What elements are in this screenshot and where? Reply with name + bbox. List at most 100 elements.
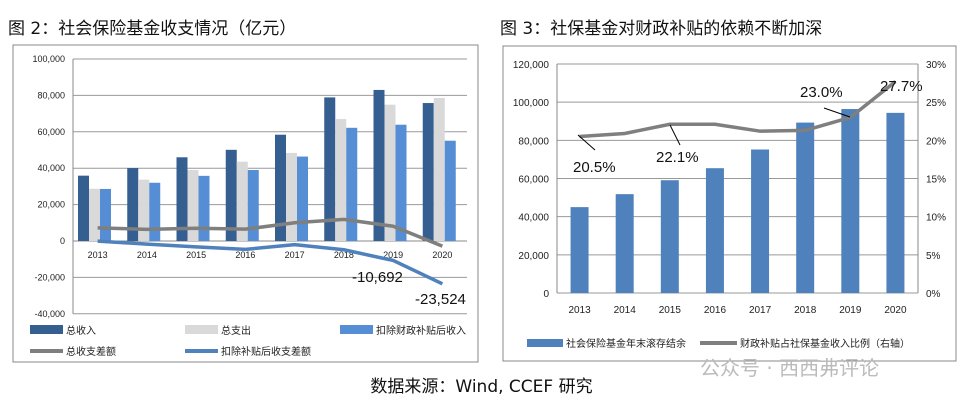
bar-fund-balance [796, 122, 815, 293]
legend-label: 总收支差额 [66, 345, 116, 358]
line-balance-ex-subsidy [97, 239, 444, 286]
bar-income-ex-subsidy [198, 175, 210, 241]
legend-label: 社会保险基金年末滚存结余 [566, 337, 686, 350]
bar-fund-balance [660, 180, 679, 293]
bar-total-income [127, 168, 139, 241]
legend-swatch [527, 339, 563, 347]
chart1-title: 图 2：社会保险基金收支情况（亿元） [8, 19, 297, 39]
bar-income-ex-subsidy [297, 156, 308, 241]
x-tick-label: 2018 [794, 305, 817, 316]
bar-total-expense [138, 179, 150, 241]
y2-tick-label: 30% [926, 60, 946, 71]
bar-total-income [176, 157, 188, 241]
x-tick-label: 2015 [659, 305, 682, 316]
legend-swatch [185, 325, 218, 334]
y-tick-label: 20,000 [37, 200, 65, 210]
bar-fund-balance [570, 207, 589, 293]
x-tick-label: 2020 [884, 305, 907, 316]
x-tick-label: 2014 [137, 250, 157, 260]
bar-total-income [78, 175, 89, 241]
y2-tick-label: 10% [926, 213, 946, 224]
x-tick-label: 2019 [383, 250, 403, 260]
chart2-frame [502, 45, 957, 362]
y-tick-label: 120,000 [513, 60, 550, 71]
legend-swatch [30, 325, 63, 334]
bar-fund-balance [615, 194, 634, 293]
x-tick-label: 2018 [334, 250, 354, 260]
y-tick-label: -40,000 [34, 309, 65, 319]
bar-total-income [422, 103, 434, 241]
y-tick-label: -20,000 [34, 272, 65, 282]
x-tick-label: 2017 [749, 305, 772, 316]
chart1-frame [12, 44, 479, 363]
legend-swatch [340, 325, 373, 334]
x-tick-label: 2016 [235, 250, 255, 260]
bar-income-ex-subsidy [346, 127, 358, 241]
y-tick-label: 80,000 [518, 136, 549, 147]
y-tick-label: 100,000 [513, 98, 550, 109]
bar-income-ex-subsidy [395, 124, 407, 241]
bar-income-ex-subsidy [149, 182, 161, 241]
bar-total-expense [286, 152, 297, 241]
line-subsidy-ratio [579, 80, 897, 139]
bar-total-expense [335, 119, 347, 241]
y2-tick-label: 20% [926, 136, 946, 147]
y-tick-label: 20,000 [518, 251, 549, 262]
bar-total-expense [433, 97, 445, 241]
data-label: 27.7% [880, 78, 923, 95]
line-balance [97, 217, 444, 248]
data-label: 23.0% [800, 84, 843, 101]
bar-income-ex-subsidy [100, 188, 111, 241]
y-tick-label: 40,000 [518, 213, 549, 224]
bar-total-income [275, 134, 286, 241]
y-tick-label: 100,000 [32, 54, 65, 64]
bar-fund-balance [886, 112, 905, 293]
leader-line [823, 107, 851, 118]
data-label: -23,524 [415, 291, 466, 308]
x-tick-label: 2013 [568, 305, 591, 316]
legend-label: 财政补贴占社保基金收入比例（右轴） [740, 337, 910, 350]
y2-tick-label: 25% [926, 98, 946, 109]
source-note: 数据来源：Wind, CCEF 研究 [370, 377, 593, 397]
bar-income-ex-subsidy [444, 140, 456, 241]
y2-tick-label: 15% [926, 175, 946, 186]
bar-total-expense [384, 104, 396, 241]
x-tick-label: 2014 [614, 305, 637, 316]
legend-label: 扣除补贴后收支差额 [221, 345, 311, 358]
y-tick-label: 60,000 [37, 127, 65, 137]
bar-income-ex-subsidy [247, 170, 259, 241]
y-tick-label: 80,000 [37, 90, 65, 100]
legend-label: 总收入 [66, 324, 96, 337]
data-label: -10,692 [352, 269, 403, 286]
bar-fund-balance [751, 149, 770, 293]
y2-tick-label: 5% [926, 251, 941, 262]
leader-line [577, 134, 596, 151]
y-tick-label: 60,000 [518, 175, 549, 186]
legend-label: 扣除财政补贴后收入 [376, 324, 466, 337]
bar-total-expense [187, 170, 199, 241]
y-tick-label: 0 [60, 236, 65, 246]
bar-total-expense [89, 188, 100, 241]
y2-tick-label: 0% [926, 289, 941, 300]
x-tick-label: 2015 [186, 250, 206, 260]
x-tick-label: 2016 [704, 305, 727, 316]
legend-label: 总支出 [221, 324, 251, 337]
leader-line [669, 124, 681, 146]
x-tick-label: 2013 [88, 250, 108, 260]
bar-fund-balance [705, 168, 724, 293]
chart2-title: 图 3：社保基金对财政补贴的依赖不断加深 [500, 19, 823, 39]
data-label: 22.1% [656, 149, 699, 166]
x-tick-label: 2019 [839, 305, 862, 316]
y-tick-label: 0 [543, 289, 549, 300]
watermark: 公众号 · 西西弗评论 [700, 356, 880, 380]
x-tick-label: 2017 [285, 250, 305, 260]
bar-total-income [324, 97, 336, 241]
bar-total-income [373, 89, 385, 241]
bar-total-income [225, 149, 237, 241]
y-tick-label: 40,000 [37, 163, 65, 173]
data-label: 20.5% [573, 159, 616, 176]
bar-fund-balance [841, 109, 860, 293]
x-tick-label: 2020 [432, 250, 452, 260]
bar-total-expense [236, 161, 248, 241]
